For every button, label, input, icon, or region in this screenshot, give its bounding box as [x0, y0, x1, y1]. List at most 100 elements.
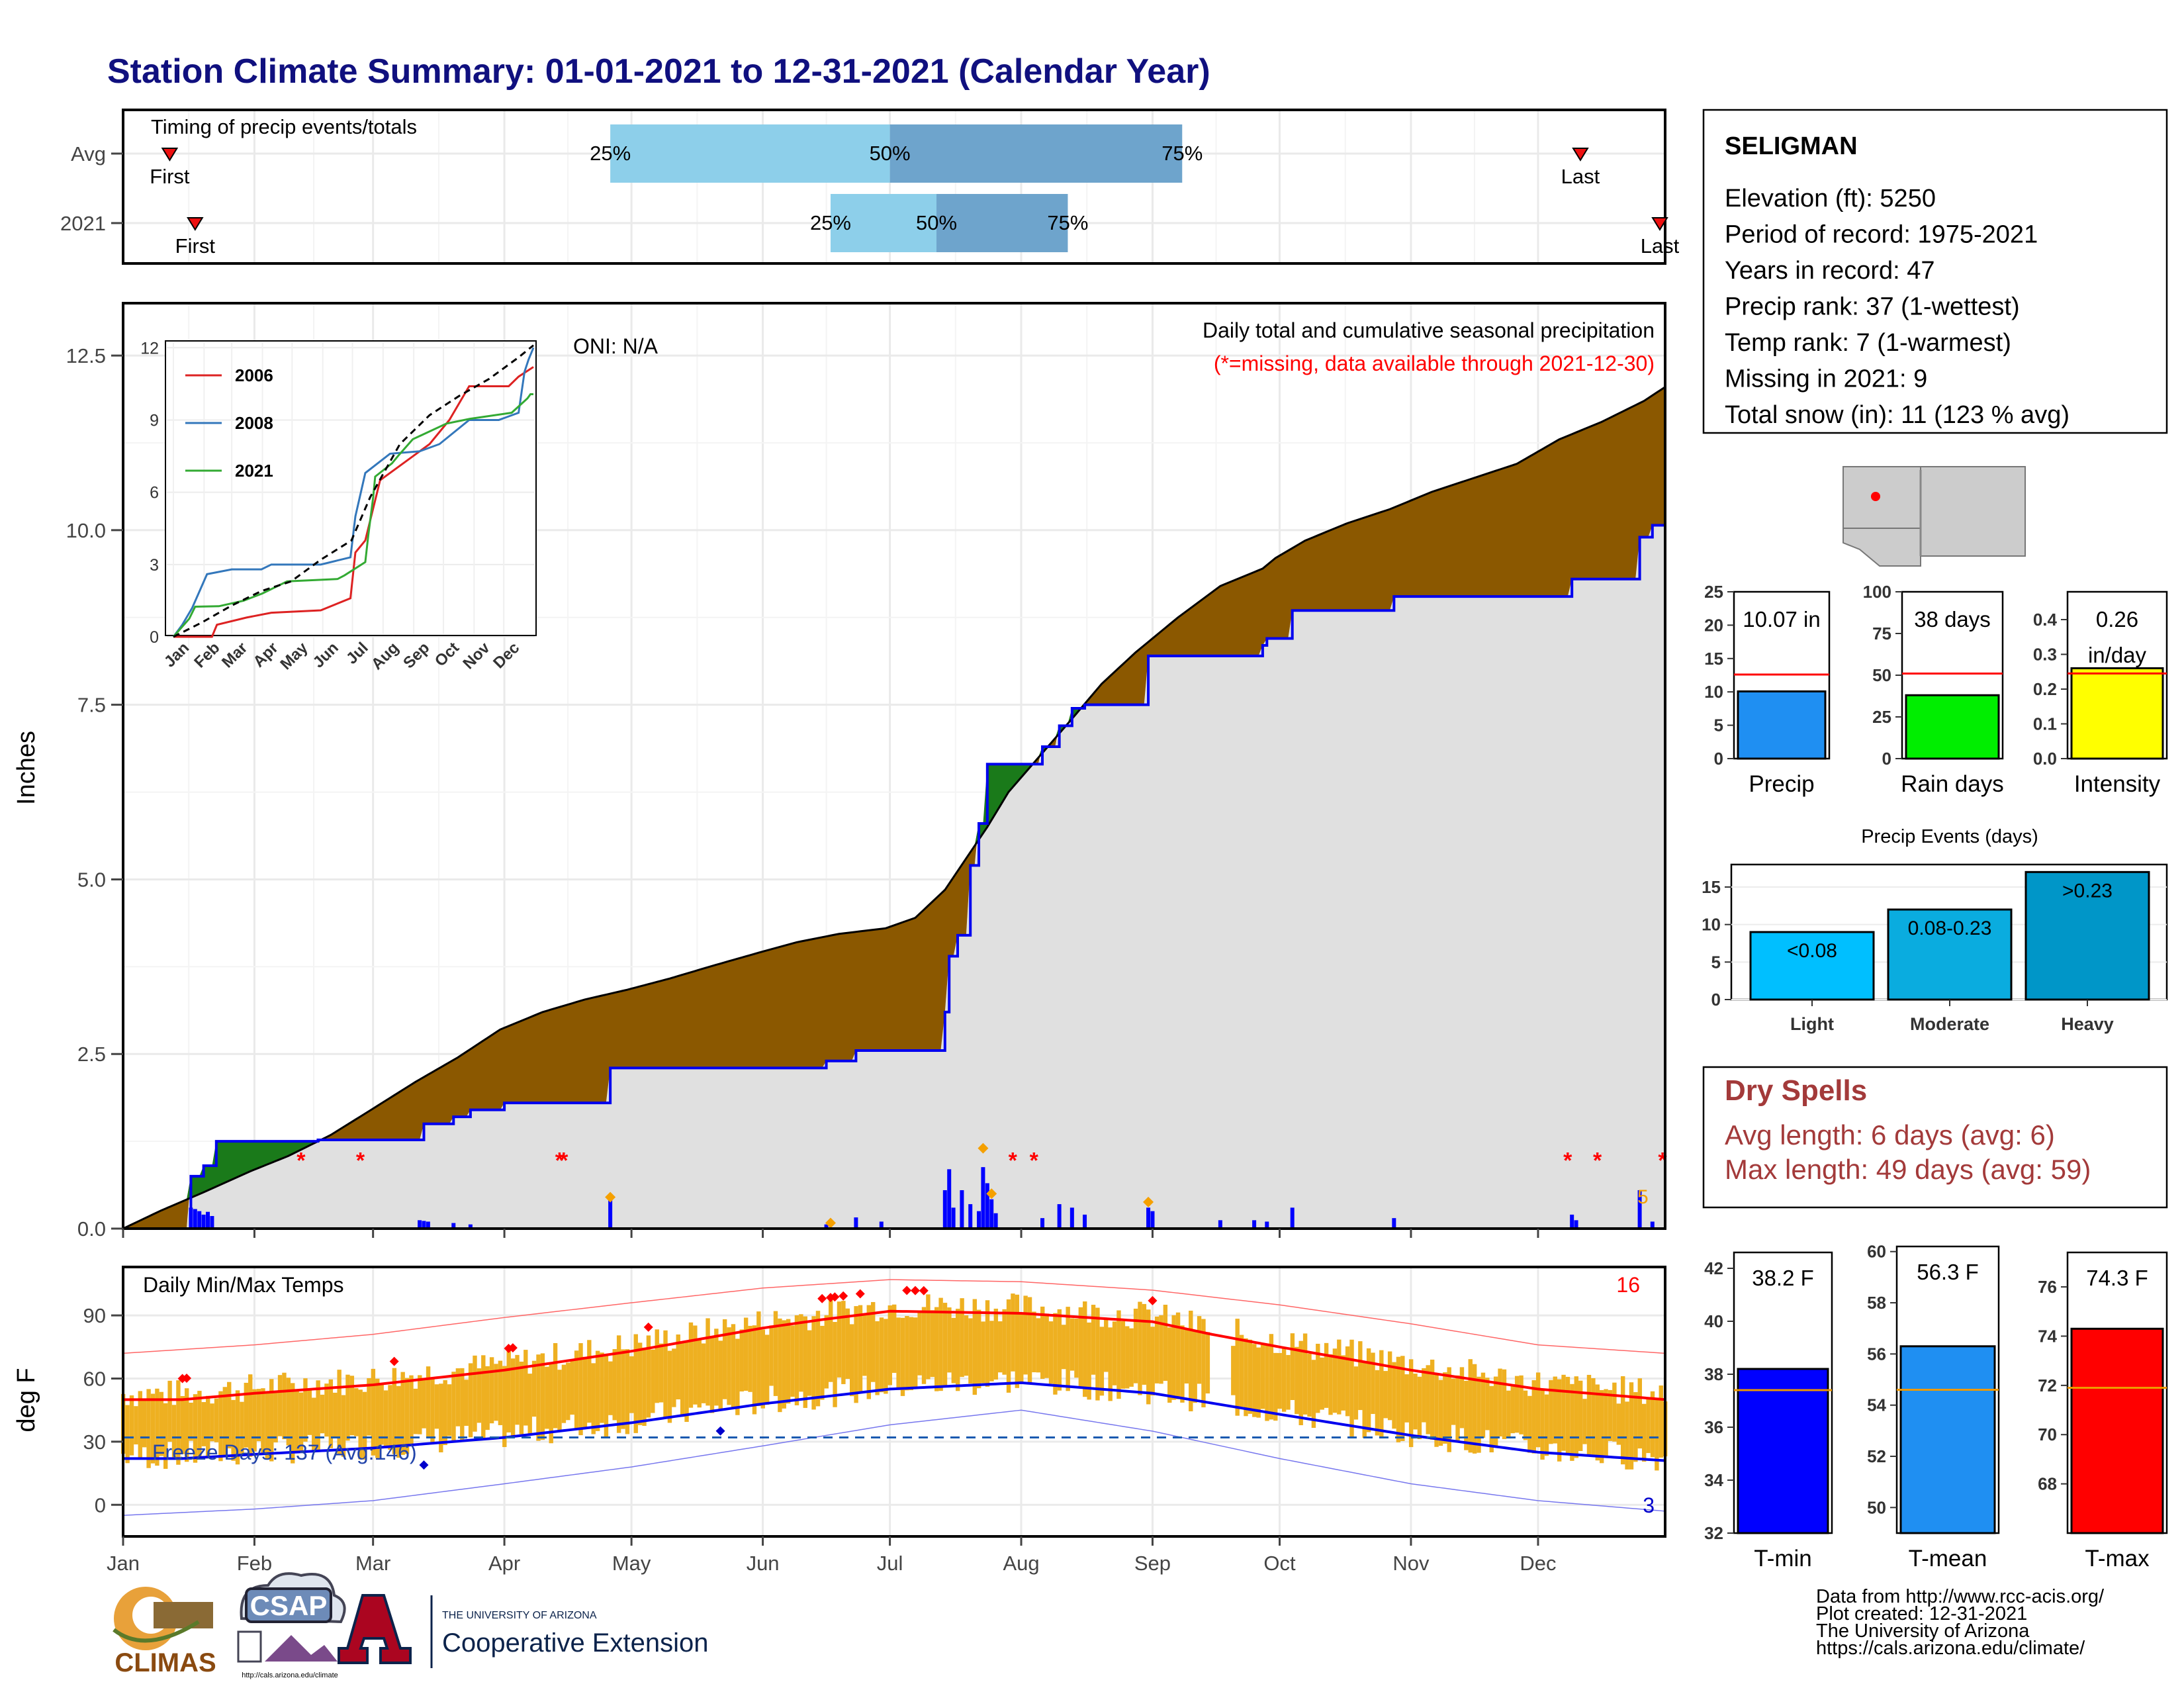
ua-large-text: Cooperative Extension — [442, 1628, 708, 1658]
daily-precip-bar — [193, 1209, 197, 1229]
daily-temp-bar — [1120, 1321, 1126, 1389]
daily-temp-bar — [1256, 1347, 1261, 1418]
daily-temp-bar — [341, 1395, 346, 1457]
daily-temp-bar — [1438, 1380, 1443, 1446]
record-high-marker — [817, 1293, 827, 1303]
daily-temp-bar — [964, 1315, 969, 1376]
daily-temp-bar — [1231, 1346, 1236, 1395]
daily-temp-bar — [540, 1353, 545, 1440]
dry-spells-avg: Avg length: 6 days (avg: 6) — [1725, 1119, 2055, 1150]
intensity-tick: 0.3 — [2033, 645, 2057, 665]
record-high-marker — [182, 1373, 192, 1383]
daily-temp-bar — [1540, 1389, 1545, 1460]
temp-y-tick: 60 — [83, 1368, 106, 1391]
max-event-diamond — [986, 1188, 997, 1199]
daily-temp-bar — [1171, 1315, 1176, 1400]
mini-chart-precip: 0 5 10 15 20 25 10.07 in Precip — [1704, 582, 1831, 797]
daily-temp-bar — [1167, 1327, 1172, 1403]
daily-temp-bar — [400, 1372, 405, 1455]
daily-temp-bar — [727, 1327, 731, 1405]
daily-temp-bar — [1108, 1327, 1113, 1401]
rain-days-value-label: 38 days — [1914, 607, 1991, 632]
daily-temp-bar — [1430, 1359, 1435, 1440]
timing-2021-last-marker — [1651, 217, 1668, 231]
month-label-Apr: Apr — [488, 1552, 520, 1575]
daily-temp-bar — [1379, 1350, 1384, 1439]
daily-temp-bar — [824, 1315, 829, 1389]
daily-temp-bar — [1629, 1382, 1634, 1470]
daily-temp-bar — [328, 1379, 334, 1448]
intensity-bar — [2070, 667, 2164, 760]
tmin-value-label: 38.2 F — [1752, 1266, 1814, 1290]
daily-temp-bar — [1349, 1339, 1354, 1438]
daily-temp-bar — [1277, 1352, 1282, 1409]
daily-temp-bar — [942, 1303, 948, 1386]
missing-day-marker: * — [296, 1148, 306, 1173]
month-label-Aug: Aug — [1003, 1552, 1039, 1575]
daily-temp-bar — [616, 1335, 621, 1433]
daily-temp-bar — [739, 1329, 744, 1392]
daily-temp-bar — [324, 1383, 329, 1437]
record-high-marker — [643, 1322, 653, 1332]
daily-temp-bar — [790, 1325, 795, 1397]
daily-temp-bar — [651, 1349, 655, 1413]
dry-spells-title: Dry Spells — [1725, 1074, 1867, 1107]
temp-panel-label: Daily Min/Max Temps — [143, 1273, 343, 1297]
daily-temp-bar — [1345, 1346, 1350, 1417]
daily-temp-bar — [989, 1321, 994, 1382]
rain-days-x-label: Rain days — [1901, 771, 2004, 797]
daily-temp-bar — [383, 1390, 388, 1448]
daily-temp-bar — [921, 1307, 927, 1384]
intensity-x-label: Intensity — [2074, 771, 2161, 797]
daily-temp-bar — [968, 1318, 973, 1384]
events-bar-label: <0.08 — [1787, 940, 1837, 962]
daily-temp-bar — [1116, 1310, 1121, 1399]
daily-temp-bar — [1422, 1368, 1426, 1423]
daily-temp-bar — [1273, 1352, 1278, 1421]
daily-precip-bar — [942, 1190, 947, 1229]
daily-temp-bar — [413, 1388, 418, 1434]
oni-label: ONI: N/A — [573, 334, 659, 358]
daily-temp-bar — [701, 1343, 706, 1403]
daily-temp-bar — [1104, 1319, 1109, 1372]
record-max-line — [122, 1279, 1666, 1354]
daily-temp-bar — [705, 1318, 710, 1406]
month-label-Dec: Dec — [1520, 1552, 1556, 1575]
daily-temp-bar — [1184, 1329, 1189, 1383]
daily-temp-bar — [1095, 1307, 1100, 1401]
rain-days-tick: 50 — [1872, 665, 1891, 685]
daily-temp-bar — [837, 1301, 842, 1378]
daily-temp-bar — [972, 1299, 978, 1395]
inset-y-tick: 12 — [140, 339, 159, 357]
station-info-line: Total snow (in): 11 (123 % avg) — [1725, 401, 2070, 429]
daily-temp-bar — [956, 1309, 960, 1391]
station-info-line: Years in record: 47 — [1725, 257, 1935, 285]
daily-temp-bar — [743, 1317, 749, 1391]
daily-temp-bar — [531, 1360, 537, 1417]
daily-temp-bar — [960, 1298, 964, 1378]
daily-temp-bar — [1129, 1328, 1134, 1387]
dry-spells-box: Dry Spells Avg length: 6 days (avg: 6) M… — [1702, 1066, 2168, 1209]
daily-temp-bar — [709, 1336, 715, 1413]
daily-temp-bar — [282, 1372, 287, 1440]
temp-y-tick: 90 — [83, 1304, 106, 1327]
deficit-area — [123, 387, 1665, 1229]
timing-panel: Timing of precip events/totals Avg 2021 … — [60, 109, 1680, 265]
daily-temp-bar — [1316, 1343, 1320, 1413]
month-label-Jun: Jun — [747, 1552, 780, 1575]
daily-temp-bar — [900, 1317, 905, 1396]
tmax-tick: 76 — [2038, 1277, 2057, 1297]
daily-temp-bar — [828, 1299, 833, 1382]
daily-temp-bar — [1371, 1352, 1375, 1415]
precip-value-label: 10.07 in — [1743, 607, 1820, 632]
daily-temp-bar — [189, 1402, 193, 1441]
daily-temp-bar — [252, 1389, 257, 1452]
events-y-tick: 10 — [1702, 915, 1721, 935]
timing-Avg-last-marker — [1572, 148, 1589, 162]
missing-day-marker: * — [1563, 1148, 1572, 1173]
daily-temp-bar — [1239, 1335, 1244, 1407]
daily-temp-bar — [794, 1315, 799, 1405]
daily-temp-bar — [1557, 1379, 1562, 1462]
daily-temp-bar — [337, 1370, 341, 1454]
rain-days-tick: 25 — [1872, 707, 1891, 727]
